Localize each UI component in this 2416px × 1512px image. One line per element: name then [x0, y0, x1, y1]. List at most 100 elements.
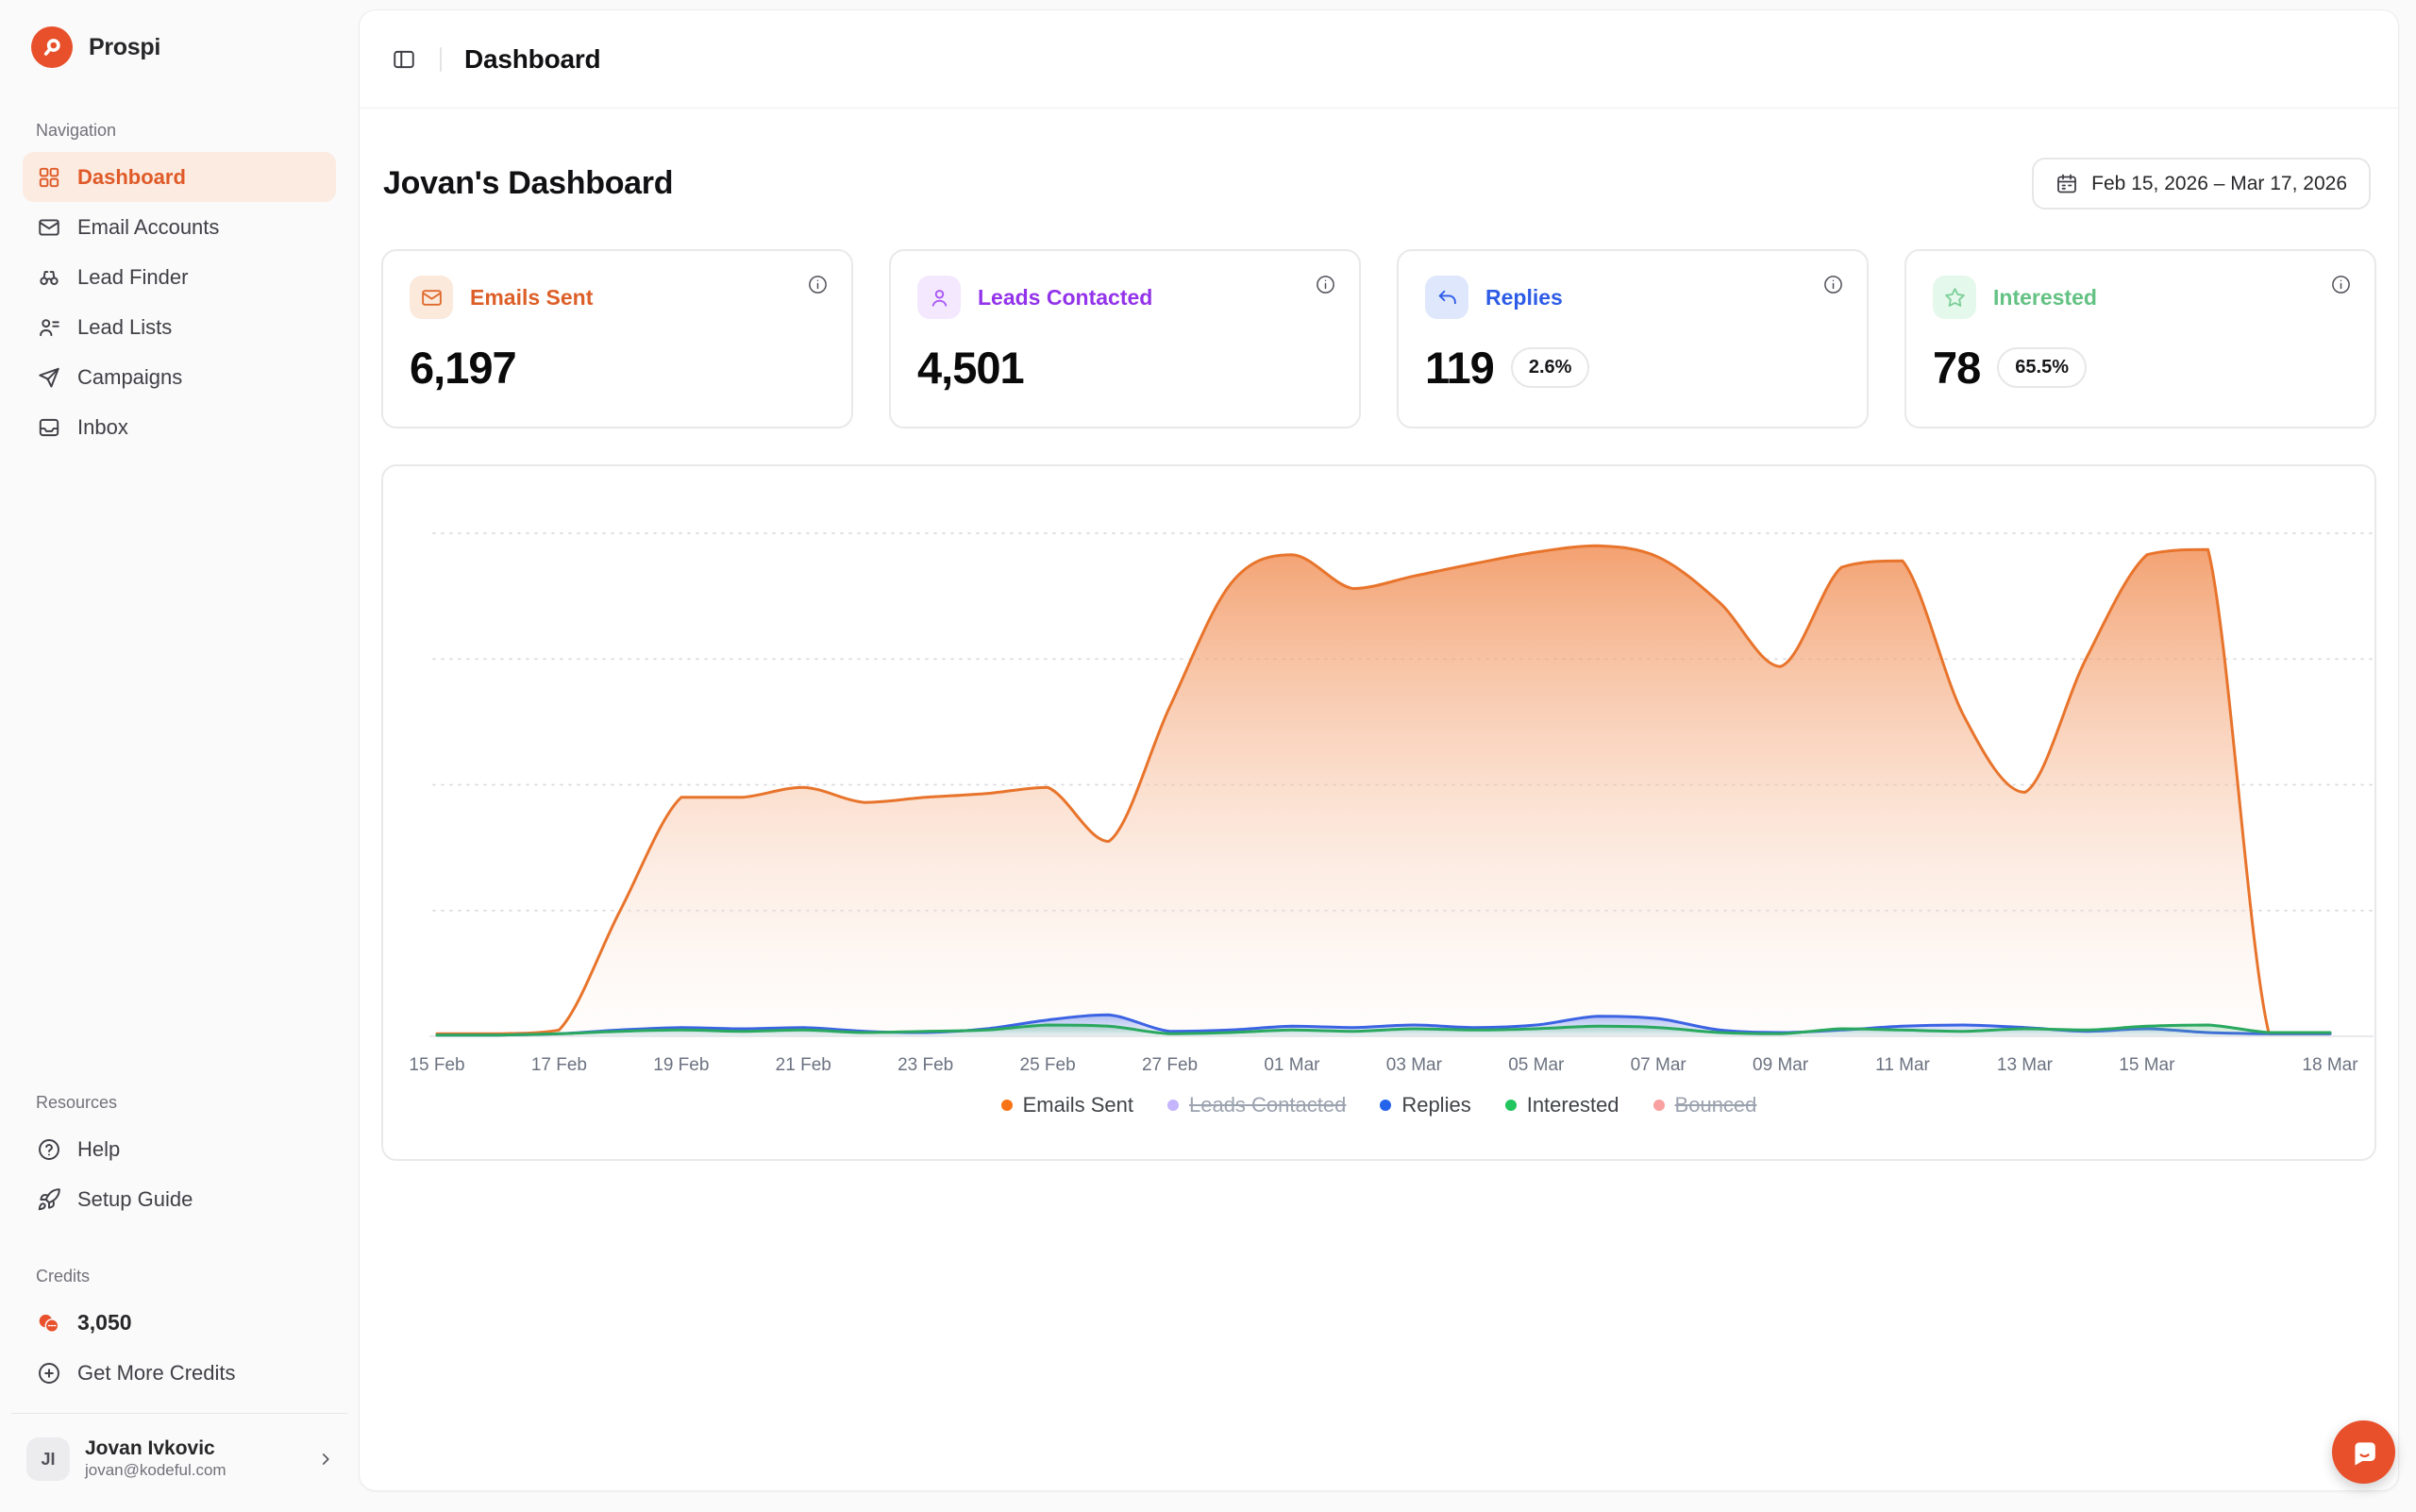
sidebar-item-setup-guide[interactable]: Setup Guide [23, 1174, 336, 1224]
x-axis-tick-label: 19 Feb [653, 1055, 709, 1075]
x-axis-tick-label: 25 Feb [1020, 1055, 1076, 1075]
stat-card-replies: Replies 119 2.6% [1397, 249, 1869, 428]
sidebar-resources: Resources Help Setup Guide [23, 1093, 336, 1224]
page-title: Jovan's Dashboard [383, 165, 674, 201]
sidebar-navigation: Navigation Dashboard Email Accounts Lead… [23, 121, 336, 452]
x-axis-tick-label: 15 Mar [2119, 1055, 2175, 1075]
sidebar: Prospi Navigation Dashboard Email Accoun… [0, 0, 359, 1512]
sidebar-item-label: Campaigns [77, 364, 183, 389]
x-axis-tick-label: 23 Feb [898, 1055, 953, 1075]
send-icon [37, 365, 61, 390]
legend-item-emails-sent[interactable]: Emails Sent [1000, 1093, 1133, 1117]
user-menu[interactable]: JI Jovan Ivkovic jovan@kodeful.com [17, 1427, 345, 1491]
legend-item-replies[interactable]: Replies [1380, 1093, 1471, 1117]
stat-label: Replies [1485, 284, 1563, 310]
sidebar-item-label: Get More Credits [77, 1360, 236, 1385]
legend-item-bounced[interactable]: Bounced [1653, 1093, 1757, 1117]
sidebar-item-campaigns[interactable]: Campaigns [23, 352, 336, 402]
stat-value: 6,197 [410, 343, 517, 393]
get-more-credits-button[interactable]: Get More Credits [23, 1348, 336, 1398]
stat-card-interested: Interested 78 65.5% [1904, 249, 2376, 428]
chat-bubble-icon [2354, 1441, 2375, 1465]
legend-label: Leads Contacted [1188, 1093, 1347, 1117]
mail-icon [410, 276, 453, 319]
date-range-label: Feb 15, 2026 – Mar 17, 2026 [2091, 172, 2347, 194]
sidebar-item-lead-finder[interactable]: Lead Finder [23, 252, 336, 302]
user-round-icon [917, 276, 961, 319]
app-name: Prospi [89, 33, 160, 60]
chat-launcher-button[interactable] [2332, 1420, 2395, 1484]
main-panel: Dashboard Jovan's Dashboard Feb 15, 2026… [359, 9, 2399, 1491]
sidebar-item-label: Email Accounts [77, 214, 220, 239]
legend-item-leads-contacted[interactable]: Leads Contacted [1166, 1093, 1347, 1117]
user-name: Jovan Ivkovic [85, 1437, 215, 1460]
legend-dot [1000, 1100, 1013, 1111]
prospi-logo-icon [31, 26, 73, 68]
sidebar-divider [11, 1413, 347, 1414]
x-axis-tick-label: 15 Feb [409, 1055, 464, 1075]
info-icon[interactable] [807, 274, 829, 295]
legend-dot [1166, 1100, 1179, 1111]
inbox-icon [37, 415, 61, 440]
info-icon[interactable] [1822, 274, 1844, 295]
x-axis-tick-label: 17 Feb [531, 1055, 587, 1075]
grid-icon [37, 165, 61, 190]
sidebar-item-label: Inbox [77, 414, 128, 439]
stat-badge: 2.6% [1510, 347, 1590, 388]
stat-card-emails-sent: Emails Sent 6,197 [381, 249, 853, 428]
info-icon[interactable] [2330, 274, 2352, 295]
legend-label: Interested [1526, 1093, 1619, 1117]
stat-card-leads-contacted: Leads Contacted 4,501 [889, 249, 1361, 428]
x-axis-tick-label: 21 Feb [776, 1055, 831, 1075]
app-logo: Prospi [31, 26, 160, 68]
legend-item-interested[interactable]: Interested [1504, 1093, 1619, 1117]
mail-icon [37, 215, 61, 240]
sidebar-item-inbox[interactable]: Inbox [23, 402, 336, 452]
sidebar-item-label: Setup Guide [77, 1186, 193, 1211]
calendar-icon [2055, 173, 2078, 195]
coins-icon [37, 1311, 61, 1336]
x-axis-tick-label: 07 Mar [1631, 1055, 1687, 1075]
avatar: JI [26, 1437, 70, 1481]
activity-area-chart: 15 Feb 17 Feb 19 Feb 21 Feb 23 Feb 25 Feb 27 F… [409, 532, 2374, 1075]
date-range-picker[interactable]: Feb 15, 2026 – Mar 17, 2026 [2032, 158, 2371, 210]
x-axis-tick-label: 13 Mar [1997, 1055, 2054, 1075]
sidebar-item-label: Lead Lists [77, 314, 173, 339]
titlebar: Jovan's Dashboard Feb 15, 2026 – Mar 17,… [381, 158, 2376, 210]
user-list-icon [37, 315, 61, 340]
sidebar-item-label: Dashboard [77, 164, 186, 189]
chevron-right-icon [315, 1449, 336, 1470]
page-header: Dashboard [360, 10, 2398, 109]
sidebar-item-help[interactable]: Help [23, 1124, 336, 1174]
rocket-icon [37, 1187, 61, 1212]
x-axis-tick-label: 01 Mar [1264, 1055, 1320, 1075]
x-axis-tick-label: 18 Mar [2302, 1055, 2358, 1075]
sidebar-item-label: Lead Finder [77, 264, 189, 289]
help-circle-icon [37, 1137, 61, 1162]
panel-left-icon [394, 50, 414, 68]
credits-balance: 3,050 [23, 1298, 336, 1348]
sidebar-credits: Credits 3,050 Get More Credits [23, 1267, 336, 1398]
reply-icon [1425, 276, 1468, 319]
stat-cards: Emails Sent 6,197 Leads Contacted 4,501 [381, 249, 2376, 428]
user-email: jovan@kodeful.com [85, 1461, 226, 1480]
dashboard-content: Jovan's Dashboard Feb 15, 2026 – Mar 17,… [360, 158, 2398, 1161]
stat-label: Emails Sent [470, 284, 594, 310]
activity-chart-card: 15 Feb 17 Feb 19 Feb 21 Feb 23 Feb 25 Feb 27 F… [381, 464, 2376, 1161]
star-icon [1933, 276, 1976, 319]
legend-dot [1653, 1100, 1665, 1111]
info-icon[interactable] [1315, 274, 1336, 295]
sidebar-item-dashboard[interactable]: Dashboard [23, 152, 336, 202]
sidebar-toggle-button[interactable] [385, 41, 423, 78]
chart-legend: Emails Sent Leads Contacted Replies Interes… [383, 1093, 2374, 1117]
sidebar-item-email-accounts[interactable]: Email Accounts [23, 202, 336, 252]
x-axis-tick-label: 11 Mar [1875, 1055, 1930, 1075]
stat-value: 119 [1425, 343, 1495, 393]
stat-value: 4,501 [917, 343, 1025, 393]
legend-label: Bounced [1674, 1093, 1757, 1117]
sidebar-item-lead-lists[interactable]: Lead Lists [23, 302, 336, 352]
legend-dot [1380, 1100, 1392, 1111]
x-axis-tick-label: 27 Feb [1142, 1055, 1198, 1075]
header-title: Dashboard [464, 43, 601, 74]
